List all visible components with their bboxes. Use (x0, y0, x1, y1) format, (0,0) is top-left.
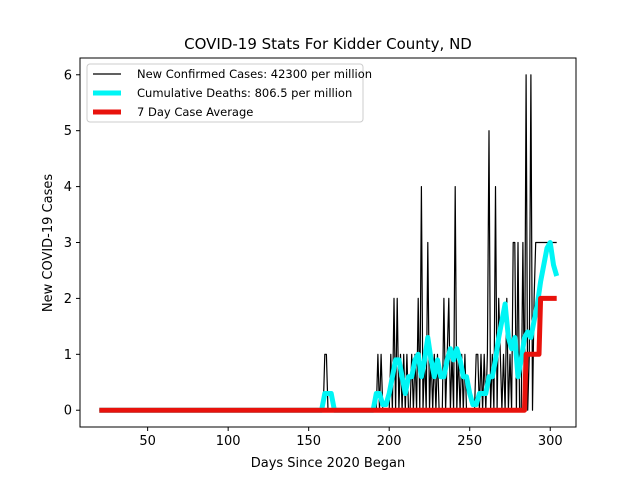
x-axis: 50 100 150 200 250 300 (139, 427, 563, 449)
y-axis: 0 1 2 3 4 5 6 (64, 68, 80, 419)
x-tick-label: 250 (457, 434, 482, 449)
legend-entry-new-cases: New Confirmed Cases: 42300 per million (137, 67, 372, 81)
y-tick-label: 1 (64, 348, 72, 363)
x-tick-label: 150 (296, 434, 321, 449)
new-cases-line (99, 74, 557, 411)
x-tick-label: 200 (377, 434, 402, 449)
y-tick-label: 2 (64, 292, 72, 307)
y-tick-label: 6 (64, 68, 72, 83)
plot-area (99, 74, 560, 413)
legend: New Confirmed Cases: 42300 per million Cu… (86, 63, 372, 123)
y-tick-label: 4 (64, 180, 72, 195)
seven-day-average-line (99, 295, 558, 413)
cumulative-deaths-line (99, 240, 560, 413)
x-tick-label: 100 (216, 434, 241, 449)
x-tick-label: 300 (538, 434, 563, 449)
legend-box (86, 63, 364, 123)
x-axis-label: Days Since 2020 Began (251, 456, 406, 471)
y-tick-label: 3 (64, 236, 72, 251)
legend-entry-cumulative-deaths: Cumulative Deaths: 806.5 per million (137, 86, 352, 100)
chart-title: COVID-19 Stats For Kidder County, ND (184, 35, 472, 53)
y-tick-label: 0 (64, 404, 72, 419)
y-axis-label: New COVID-19 Cases (41, 174, 56, 312)
y-tick-label: 5 (64, 124, 72, 139)
x-tick-label: 50 (139, 434, 156, 449)
legend-entry-seven-day-average: 7 Day Case Average (137, 105, 253, 119)
